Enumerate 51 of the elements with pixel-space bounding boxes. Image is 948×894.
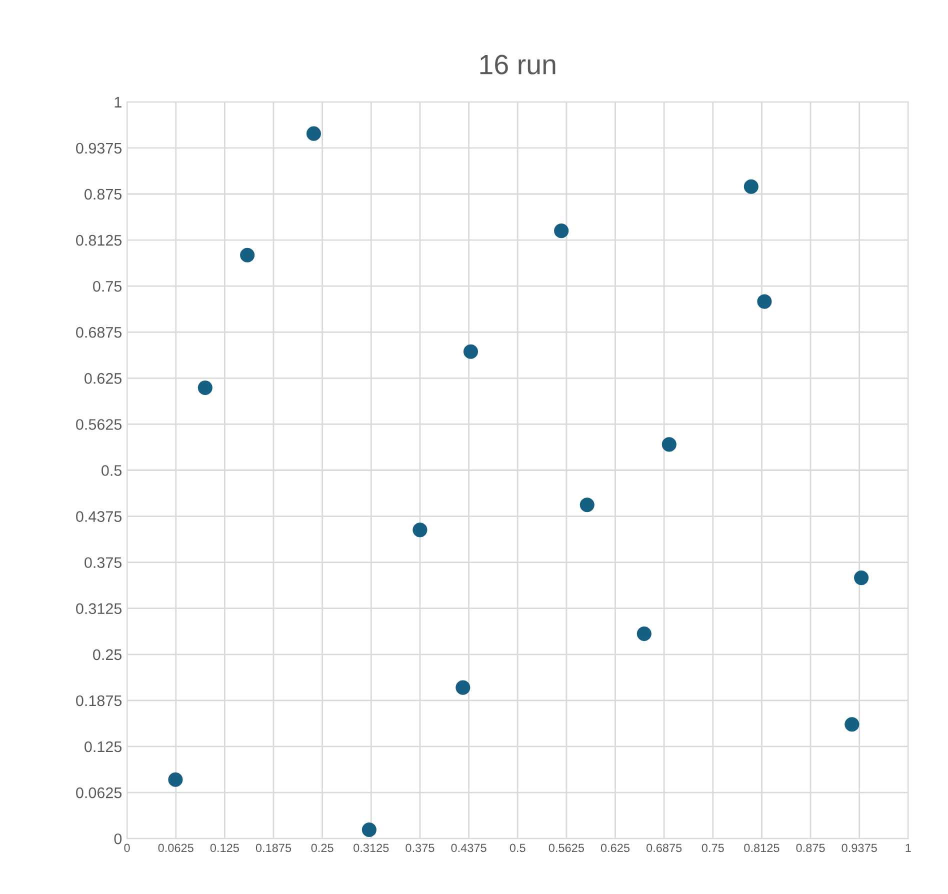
x-tick-label: 0.3125 [354, 844, 389, 852]
y-tick-label: 0.25 [93, 649, 122, 660]
x-tick-label: 0.875 [796, 844, 825, 852]
point [757, 294, 772, 309]
x-tick-label: 0.4375 [451, 844, 486, 852]
y-tick-label: 0.4375 [76, 511, 122, 522]
point [662, 437, 676, 452]
x-tick-label: 0.1875 [256, 844, 292, 852]
x-tick-label: 1 [906, 844, 911, 852]
x-tick-label: 0.25 [311, 844, 334, 852]
point [844, 717, 860, 732]
x-tick-label: 0.5 [510, 844, 526, 852]
point [554, 224, 569, 238]
y-tick-label: 0 [114, 833, 122, 844]
point [580, 498, 594, 512]
y-tick-label: 0.9375 [76, 142, 122, 154]
y-tick-label: 0.75 [93, 280, 122, 292]
point [636, 626, 652, 642]
y-tick-label: 0.625 [84, 373, 122, 384]
x-tick-label: 0.5625 [548, 844, 584, 852]
point [240, 248, 255, 262]
y-tick-label: 0.875 [84, 188, 122, 200]
point [198, 380, 212, 396]
y-tick-label: 0.125 [84, 741, 122, 752]
x-tick-label: 0.75 [702, 844, 724, 852]
x-tick-label: 0.125 [210, 844, 239, 852]
y-tick-label: 0.8125 [76, 234, 122, 246]
point [168, 772, 183, 787]
point [744, 179, 758, 194]
y-tick-label: 0.0625 [76, 787, 122, 798]
point [456, 680, 470, 695]
y-tick-label: 0.375 [84, 557, 122, 568]
y-tick-label: 0.6875 [76, 326, 122, 338]
chart-title: 16 run [480, 54, 556, 74]
y-tick-label: 0.3125 [76, 603, 122, 614]
point [306, 126, 322, 141]
x-tick-label: 0.0625 [158, 844, 194, 852]
x-tick-label: 0.375 [406, 844, 434, 852]
y-tick-label: 0.1875 [76, 695, 122, 706]
y-tick-label: 0.5625 [76, 419, 122, 430]
x-tick-label: 0 [124, 844, 130, 852]
x-tick-label: 0.625 [600, 844, 630, 852]
y-tick-label: 0.5 [102, 465, 122, 476]
x-tick-label: 0.8125 [744, 844, 780, 852]
y-tick-label: 1 [114, 96, 122, 108]
point [854, 570, 869, 586]
x-tick-label: 0.6875 [646, 844, 682, 852]
point [412, 522, 428, 538]
point [362, 822, 376, 838]
point [463, 344, 478, 359]
x-tick-label: 0.9375 [842, 844, 877, 852]
